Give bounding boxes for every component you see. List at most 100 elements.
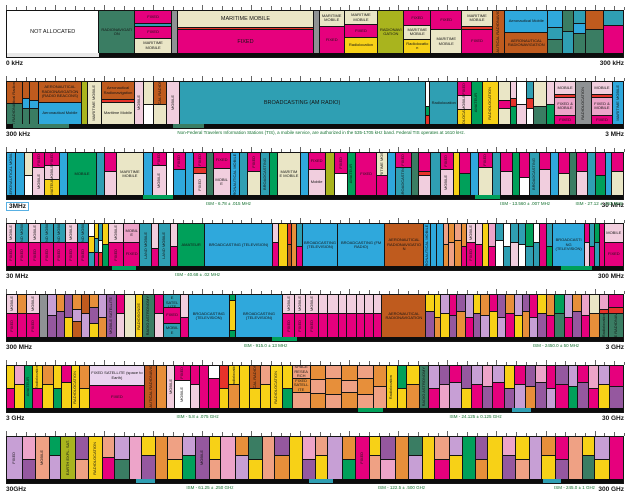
allocation-label: FIXED <box>147 29 159 35</box>
tick-mark <box>398 360 400 365</box>
allocation-block <box>172 11 178 53</box>
allocation-block: LAND MOBILE <box>16 224 29 243</box>
allocation-block <box>548 11 562 28</box>
allocation-segment <box>605 153 613 195</box>
allocation-segment <box>409 437 424 479</box>
tick-mark <box>94 7 96 10</box>
tick-mark <box>202 289 204 294</box>
allocation-segment: MARITIME MOBILE FIXED Radiolocation <box>344 11 379 53</box>
allocation-block: FIXED <box>77 242 89 266</box>
allocation-block: MARITIME RADIONAVIGATION <box>609 313 623 337</box>
allocation-segment: FIXED <box>7 437 23 479</box>
tick-mark <box>457 291 459 294</box>
allocation-segment <box>517 82 527 124</box>
allocation-block: MARITIME MOBILE <box>462 11 492 27</box>
allocation-segment: Aeronautical RadionavigationMARITIME RAD… <box>7 82 23 124</box>
allocation-label: MOBILE <box>297 296 303 312</box>
allocation-segment <box>171 224 179 266</box>
allocation-segment <box>229 295 236 337</box>
allocation-label: FIXED <box>29 319 35 332</box>
allocation-block <box>178 27 313 31</box>
allocation-band: MOBILE FIXED LAND MOBILE FIXED MOBILE FIXED LA… <box>6 223 624 271</box>
allocation-label: AERONAUTICAL RADIONAVIGATION <box>157 82 163 104</box>
allocation-label: RADIONAVIGATION <box>379 26 402 36</box>
allocation-block <box>59 153 67 195</box>
allocation-segment <box>610 366 623 408</box>
allocation-block: AMATEUR <box>348 153 356 195</box>
allocation-block <box>569 153 576 195</box>
allocation-block: AERONAUTICAL RADIONAVIGATION <box>249 366 260 390</box>
allocation-label: MOBILE <box>48 165 54 180</box>
tick-mark <box>486 433 488 436</box>
allocation-block: FIXED <box>124 242 140 266</box>
tick-mark <box>476 78 478 81</box>
allocation-segment <box>80 366 90 408</box>
allocation-segment <box>98 224 104 266</box>
tick-mark <box>388 291 390 294</box>
allocation-label: MOBILE <box>199 450 205 466</box>
allocation-segment <box>325 153 335 195</box>
allocation-block: Radiolocation <box>344 37 378 53</box>
allocation-block <box>90 324 99 337</box>
tick-mark <box>212 7 213 10</box>
allocation-block <box>72 295 82 310</box>
allocation-block: MOBILE <box>65 224 77 243</box>
allocation-label: FIXED & MOBILE <box>594 100 610 111</box>
allocation-block <box>462 366 472 390</box>
tick-mark <box>506 433 508 436</box>
tick-mark <box>202 5 204 10</box>
allocation-label: FIXED <box>8 248 13 261</box>
allocation-block: FIXED <box>108 242 123 266</box>
allocation-block <box>490 295 498 312</box>
tick-mark <box>339 7 341 10</box>
allocation-block: FIXED <box>247 153 261 172</box>
allocation-label: FIXED <box>310 157 323 163</box>
allocation-block: FIXED <box>334 153 348 174</box>
tick-mark <box>74 290 76 294</box>
allocation-segment <box>369 437 382 479</box>
allocation-block <box>318 313 328 337</box>
allocation-segment <box>97 153 106 195</box>
allocation-block: MOBILE SATELLITE <box>107 295 116 337</box>
allocation-segment <box>449 295 457 337</box>
allocation-block: MOBILE <box>164 324 180 337</box>
allocation-segment <box>274 437 290 479</box>
allocation-block <box>510 224 518 243</box>
tick-mark <box>251 147 253 152</box>
allocation-block <box>325 378 342 396</box>
allocation-block: BROADCASTING (AM RADIO) <box>179 82 425 124</box>
allocation-band: Aeronautical RadionavigationMARITIME RAD… <box>6 81 624 129</box>
allocation-block: MOBILE <box>7 224 16 243</box>
allocation-block: AERONAUTICAL RADIONAVIGATION <box>382 295 426 337</box>
tick-mark <box>457 7 459 10</box>
allocation-segment <box>289 437 303 479</box>
tick-mark <box>535 149 537 152</box>
allocation-block <box>374 295 382 314</box>
tick-mark <box>604 149 606 152</box>
allocation-segment <box>473 295 482 337</box>
allocation-segment <box>328 295 339 337</box>
allocation-block <box>229 295 235 302</box>
tick-mark <box>525 78 527 81</box>
allocation-block <box>498 318 505 337</box>
allocation-block <box>65 295 72 319</box>
allocation-segment: AERONAUTICAL MOBILE (R) <box>423 224 432 266</box>
tick-mark <box>486 362 488 365</box>
allocation-segment <box>57 295 66 337</box>
allocation-block <box>397 389 407 408</box>
allocation-block <box>590 295 599 314</box>
tick-mark <box>162 291 164 294</box>
allocation-block <box>556 460 569 479</box>
allocation-block: FIXED <box>65 242 77 266</box>
allocation-label: BROADCASTING <box>531 157 537 190</box>
allocation-block <box>81 82 88 124</box>
allocation-label: AERONAUTICAL MOBILE <box>7 153 13 195</box>
allocation-band-inner: MOBILE FIXED LAND MOBILE FIXED MOBILE FIXED LA… <box>7 224 623 266</box>
allocation-segment <box>296 224 303 266</box>
allocation-segment <box>157 366 168 408</box>
tick-mark <box>300 360 302 365</box>
tick-mark <box>594 76 596 81</box>
allocation-block <box>387 153 395 195</box>
allocation-label: MARITIME RADIONAVIGATION <box>613 314 619 337</box>
allocation-block <box>596 153 605 177</box>
